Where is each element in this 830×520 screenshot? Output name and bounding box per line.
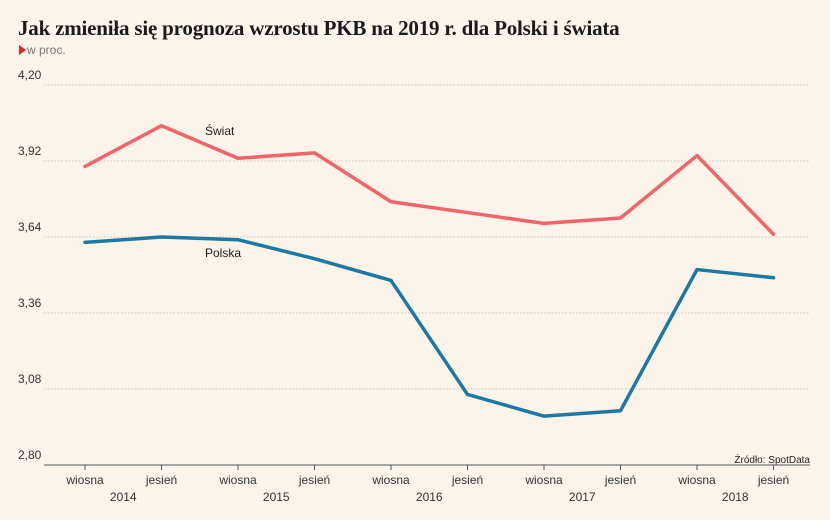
- x-tick-label: wiosna: [65, 473, 104, 487]
- year-label: 2016: [416, 490, 443, 504]
- year-label: 2015: [263, 490, 290, 504]
- y-tick-label: 2,80: [18, 448, 42, 462]
- y-tick-label: 3,92: [18, 144, 42, 158]
- unit-label: w proc.: [19, 43, 66, 57]
- data-point: [160, 124, 163, 128]
- data-point: [695, 154, 699, 158]
- series-label-swiat: Świat: [205, 123, 235, 138]
- x-tick-label: jesień: [451, 473, 483, 487]
- series-line-polska: [83, 235, 776, 418]
- data-point: [619, 409, 622, 413]
- data-point: [542, 414, 546, 418]
- data-point: [542, 221, 546, 225]
- data-point: [772, 276, 775, 280]
- y-tick-label: 3,08: [18, 372, 42, 386]
- x-tick-label: jesień: [604, 473, 636, 487]
- data-point: [313, 257, 316, 261]
- x-tick-label: wiosna: [218, 473, 257, 487]
- data-point: [389, 278, 393, 282]
- source-note: Źródło: SpotData: [734, 455, 810, 466]
- x-tick-label: wiosna: [524, 473, 563, 487]
- series-line-swiat: [83, 123, 776, 237]
- series-label-polska: Polska: [205, 246, 241, 260]
- x-tick-label: jesień: [757, 473, 789, 487]
- data-point: [236, 238, 240, 242]
- data-point: [466, 211, 469, 215]
- data-point: [466, 392, 469, 396]
- x-tick-label: jesień: [145, 473, 177, 487]
- chart-title: Jak zmieniła się prognoza wzrostu PKB na…: [18, 16, 620, 40]
- data-point: [160, 235, 163, 239]
- data-point: [313, 151, 316, 155]
- x-tick-label: jesień: [298, 473, 330, 487]
- triangle-marker-icon: [19, 45, 26, 55]
- year-label: 2017: [569, 490, 596, 504]
- data-point: [83, 164, 87, 168]
- data-point: [619, 216, 622, 220]
- y-tick-label: 3,36: [18, 296, 42, 310]
- unit-text: w proc.: [27, 43, 66, 57]
- year-label: 2018: [722, 490, 749, 504]
- y-tick-label: 4,20: [18, 68, 42, 82]
- data-point: [772, 232, 775, 236]
- data-point: [236, 156, 240, 160]
- data-point: [695, 268, 699, 272]
- y-tick-label: 3,64: [18, 220, 42, 234]
- x-tick-label: wiosna: [371, 473, 410, 487]
- year-label: 2014: [110, 490, 137, 504]
- x-tick-label: wiosna: [677, 473, 716, 487]
- data-point: [83, 240, 87, 244]
- data-point: [389, 200, 393, 204]
